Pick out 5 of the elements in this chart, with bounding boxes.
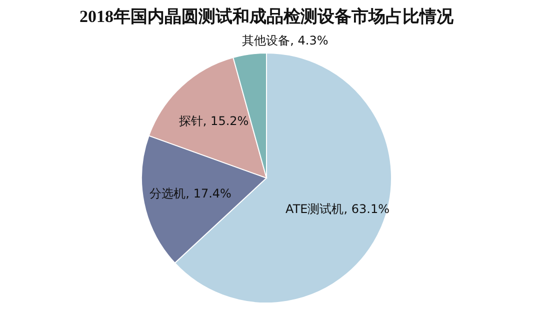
slice-label: ATE测试机, 63.1% [286,202,390,216]
slice-label: 其他设备, 4.3% [242,33,328,48]
slice-label: 分选机, 17.4% [150,186,232,200]
chart-title: 2018年国内晶圆测试和成品检测设备市场占比情况 [80,7,454,26]
slice-label: 探针, 15.2% [178,114,249,128]
